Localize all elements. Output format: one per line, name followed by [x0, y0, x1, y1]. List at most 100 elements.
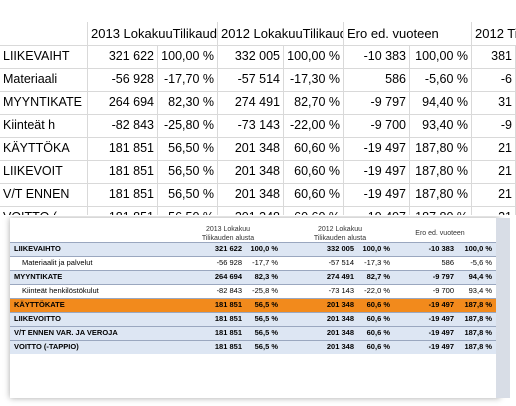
sheet-cell-d[interactable]: -9 700: [344, 114, 410, 137]
sheet-cell-v2[interactable]: -57 514: [218, 68, 284, 91]
sheet-cell-p2[interactable]: 60,60 %: [284, 206, 344, 215]
sheet-cell-dp[interactable]: 187,80 %: [410, 137, 472, 160]
sheet-cell[interactable]: [0, 22, 88, 45]
sheet-cell-dp[interactable]: 187,80 %: [410, 160, 472, 183]
sheet-cell-x[interactable]: 21: [472, 160, 516, 183]
sheet-cell-v2[interactable]: 201 348: [218, 183, 284, 206]
sheet-cell-p1[interactable]: 82,30 %: [158, 91, 218, 114]
sheet-cell-d[interactable]: 586: [344, 68, 410, 91]
sheet-cell-label[interactable]: LIIKEVOIT: [0, 160, 88, 183]
sheet-cell-label[interactable]: LIIKEVAIHT: [0, 45, 88, 68]
sheet-cell-x[interactable]: 31: [472, 91, 516, 114]
report-cell-v1: 181 851: [214, 314, 242, 323]
sheet-cell-v2[interactable]: -73 143: [218, 114, 284, 137]
sheet-cell-dp[interactable]: 93,40 %: [410, 114, 472, 137]
sheet-cell-dp[interactable]: 100,00 %: [410, 45, 472, 68]
report-cell-d: -9 700: [432, 286, 454, 295]
sheet-cell-p2[interactable]: -17,30 %: [284, 68, 344, 91]
sheet-cell-x[interactable]: 21: [472, 183, 516, 206]
report-cell-dp: -5,6 %: [470, 258, 492, 267]
sheet-cell-label[interactable]: MYYNTIKATE: [0, 91, 88, 114]
sheet-cell-p1[interactable]: 56,50 %: [158, 160, 218, 183]
sheet-cell-p2[interactable]: -22,00 %: [284, 114, 344, 137]
sheet-cell-v1[interactable]: -82 843: [88, 114, 158, 137]
sheet-cell-label[interactable]: Materiaali: [0, 68, 88, 91]
report-cell-v2: 201 348: [326, 300, 354, 309]
sheet-cell-dp[interactable]: -5,60 %: [410, 68, 472, 91]
report-header-2013: 2013 Lokakuu Tilikauden alusta: [188, 225, 268, 243]
sheet-cell-p2[interactable]: 100,00 %: [284, 45, 344, 68]
report-cell-label: Kiinteät henkilöstökulut: [22, 286, 99, 295]
sheet-cell-d[interactable]: -19 497: [344, 160, 410, 183]
sheet-header-2012[interactable]: 2012 LokakuuTilikaud: [218, 22, 344, 45]
sheet-cell-p2[interactable]: 60,60 %: [284, 160, 344, 183]
sheet-cell-x[interactable]: 381: [472, 45, 516, 68]
report-cell-dp: 187,8 %: [464, 342, 492, 351]
sheet-cell-dp[interactable]: 187,80 %: [410, 183, 472, 206]
report-cell-v1: 181 851: [214, 300, 242, 309]
report-cell-v1: -56 928: [216, 258, 242, 267]
report-cell-d: -19 497: [428, 314, 454, 323]
sheet-row: MYYNTIKATE 264 694 82,30 % 274 491 82,70 % -9…: [0, 91, 516, 115]
sheet-cell-d[interactable]: -9 797: [344, 91, 410, 114]
sheet-cell-v1[interactable]: 181 851: [88, 206, 158, 215]
sheet-cell-label[interactable]: VOITTO (-: [0, 206, 88, 215]
report-cell-v2: 201 348: [326, 328, 354, 337]
sheet-cell-v2[interactable]: 201 348: [218, 206, 284, 215]
sheet-cell-p1[interactable]: -17,70 %: [158, 68, 218, 91]
sheet-cell-v1[interactable]: -56 928: [88, 68, 158, 91]
report-cell-p1: 56,5 %: [254, 342, 278, 351]
report-cell-p2: 60,6 %: [366, 300, 390, 309]
sheet-cell-v2[interactable]: 201 348: [218, 160, 284, 183]
report-cell-v1: 264 694: [214, 272, 242, 281]
sheet-cell-p1[interactable]: 56,50 %: [158, 137, 218, 160]
sheet-cell-v2[interactable]: 274 491: [218, 91, 284, 114]
sheet-cell-v1[interactable]: 181 851: [88, 183, 158, 206]
report-cell-p1: 56,5 %: [254, 328, 278, 337]
sheet-row: LIIKEVAIHT 321 622 100,00 % 332 005 100,00 %…: [0, 45, 516, 69]
report-cell-label: VOITTO (-TAPPIO): [14, 342, 79, 351]
sheet-cell-x[interactable]: -9: [472, 114, 516, 137]
sheet-cell-v1[interactable]: 264 694: [88, 91, 158, 114]
sheet-cell-d[interactable]: -19 497: [344, 206, 410, 215]
sheet-row: KÄYTTÖKA 181 851 56,50 % 201 348 60,60 % -19 …: [0, 137, 516, 161]
sheet-cell-v2[interactable]: 332 005: [218, 45, 284, 68]
sheet-cell-label[interactable]: Kiinteät h: [0, 114, 88, 137]
spreadsheet-view: 2013 LokakuuTilikauden 2012 LokakuuTilik…: [0, 22, 516, 215]
report-cell-label: LIIKEVOITTO: [14, 314, 61, 323]
sheet-cell-v1[interactable]: 321 622: [88, 45, 158, 68]
sheet-cell-label[interactable]: KÄYTTÖKA: [0, 137, 88, 160]
sheet-cell-p2[interactable]: 82,70 %: [284, 91, 344, 114]
report-cell-p2: 60,6 %: [366, 342, 390, 351]
sheet-cell-d[interactable]: -19 497: [344, 183, 410, 206]
sheet-cell-x[interactable]: -6: [472, 68, 516, 91]
sheet-cell-label[interactable]: V/T ENNEN: [0, 183, 88, 206]
sheet-cell-v2[interactable]: 201 348: [218, 137, 284, 160]
report-row: V/T ENNEN VAR. JA VEROJA 181 851 56,5 % 201…: [10, 326, 496, 340]
sheet-cell-p2[interactable]: 60,60 %: [284, 137, 344, 160]
sheet-cell-p2[interactable]: 60,60 %: [284, 183, 344, 206]
report-header-2013-line1: 2013 Lokakuu: [206, 226, 250, 233]
sheet-cell-p1[interactable]: -25,80 %: [158, 114, 218, 137]
report-row: LIIKEVOITTO 181 851 56,5 % 201 348 60,6 % -19…: [10, 312, 496, 326]
report-cell-dp: 93,4 %: [468, 286, 492, 295]
sheet-header-diff[interactable]: Ero ed. vuoteen: [344, 22, 472, 45]
sheet-header-2013[interactable]: 2013 LokakuuTilikauden: [88, 22, 218, 45]
sheet-cell-d[interactable]: -19 497: [344, 137, 410, 160]
sheet-cell-dp[interactable]: 187,80 %: [410, 206, 472, 215]
report-cell-p1: 100,0 %: [250, 244, 278, 253]
report-cell-d: -9 797: [432, 272, 454, 281]
report-cell-dp: 187,8 %: [464, 300, 492, 309]
sheet-cell-x[interactable]: 21: [472, 137, 516, 160]
sheet-cell-dp[interactable]: 94,40 %: [410, 91, 472, 114]
report-card: 2013 Lokakuu Tilikauden alusta 2012 Loka…: [10, 218, 510, 398]
sheet-cell-p1[interactable]: 56,50 %: [158, 183, 218, 206]
sheet-cell-d[interactable]: -10 383: [344, 45, 410, 68]
sheet-cell-p1[interactable]: 56,50 %: [158, 206, 218, 215]
report-row: KÄYTTÖKATE 181 851 56,5 % 201 348 60,6 % -19 …: [10, 298, 496, 312]
sheet-cell-v1[interactable]: 181 851: [88, 137, 158, 160]
sheet-cell-v1[interactable]: 181 851: [88, 160, 158, 183]
sheet-header-2012-ytd[interactable]: 2012 Ti: [472, 22, 516, 45]
report-cell-p1: 56,5 %: [254, 300, 278, 309]
sheet-cell-p1[interactable]: 100,00 %: [158, 45, 218, 68]
